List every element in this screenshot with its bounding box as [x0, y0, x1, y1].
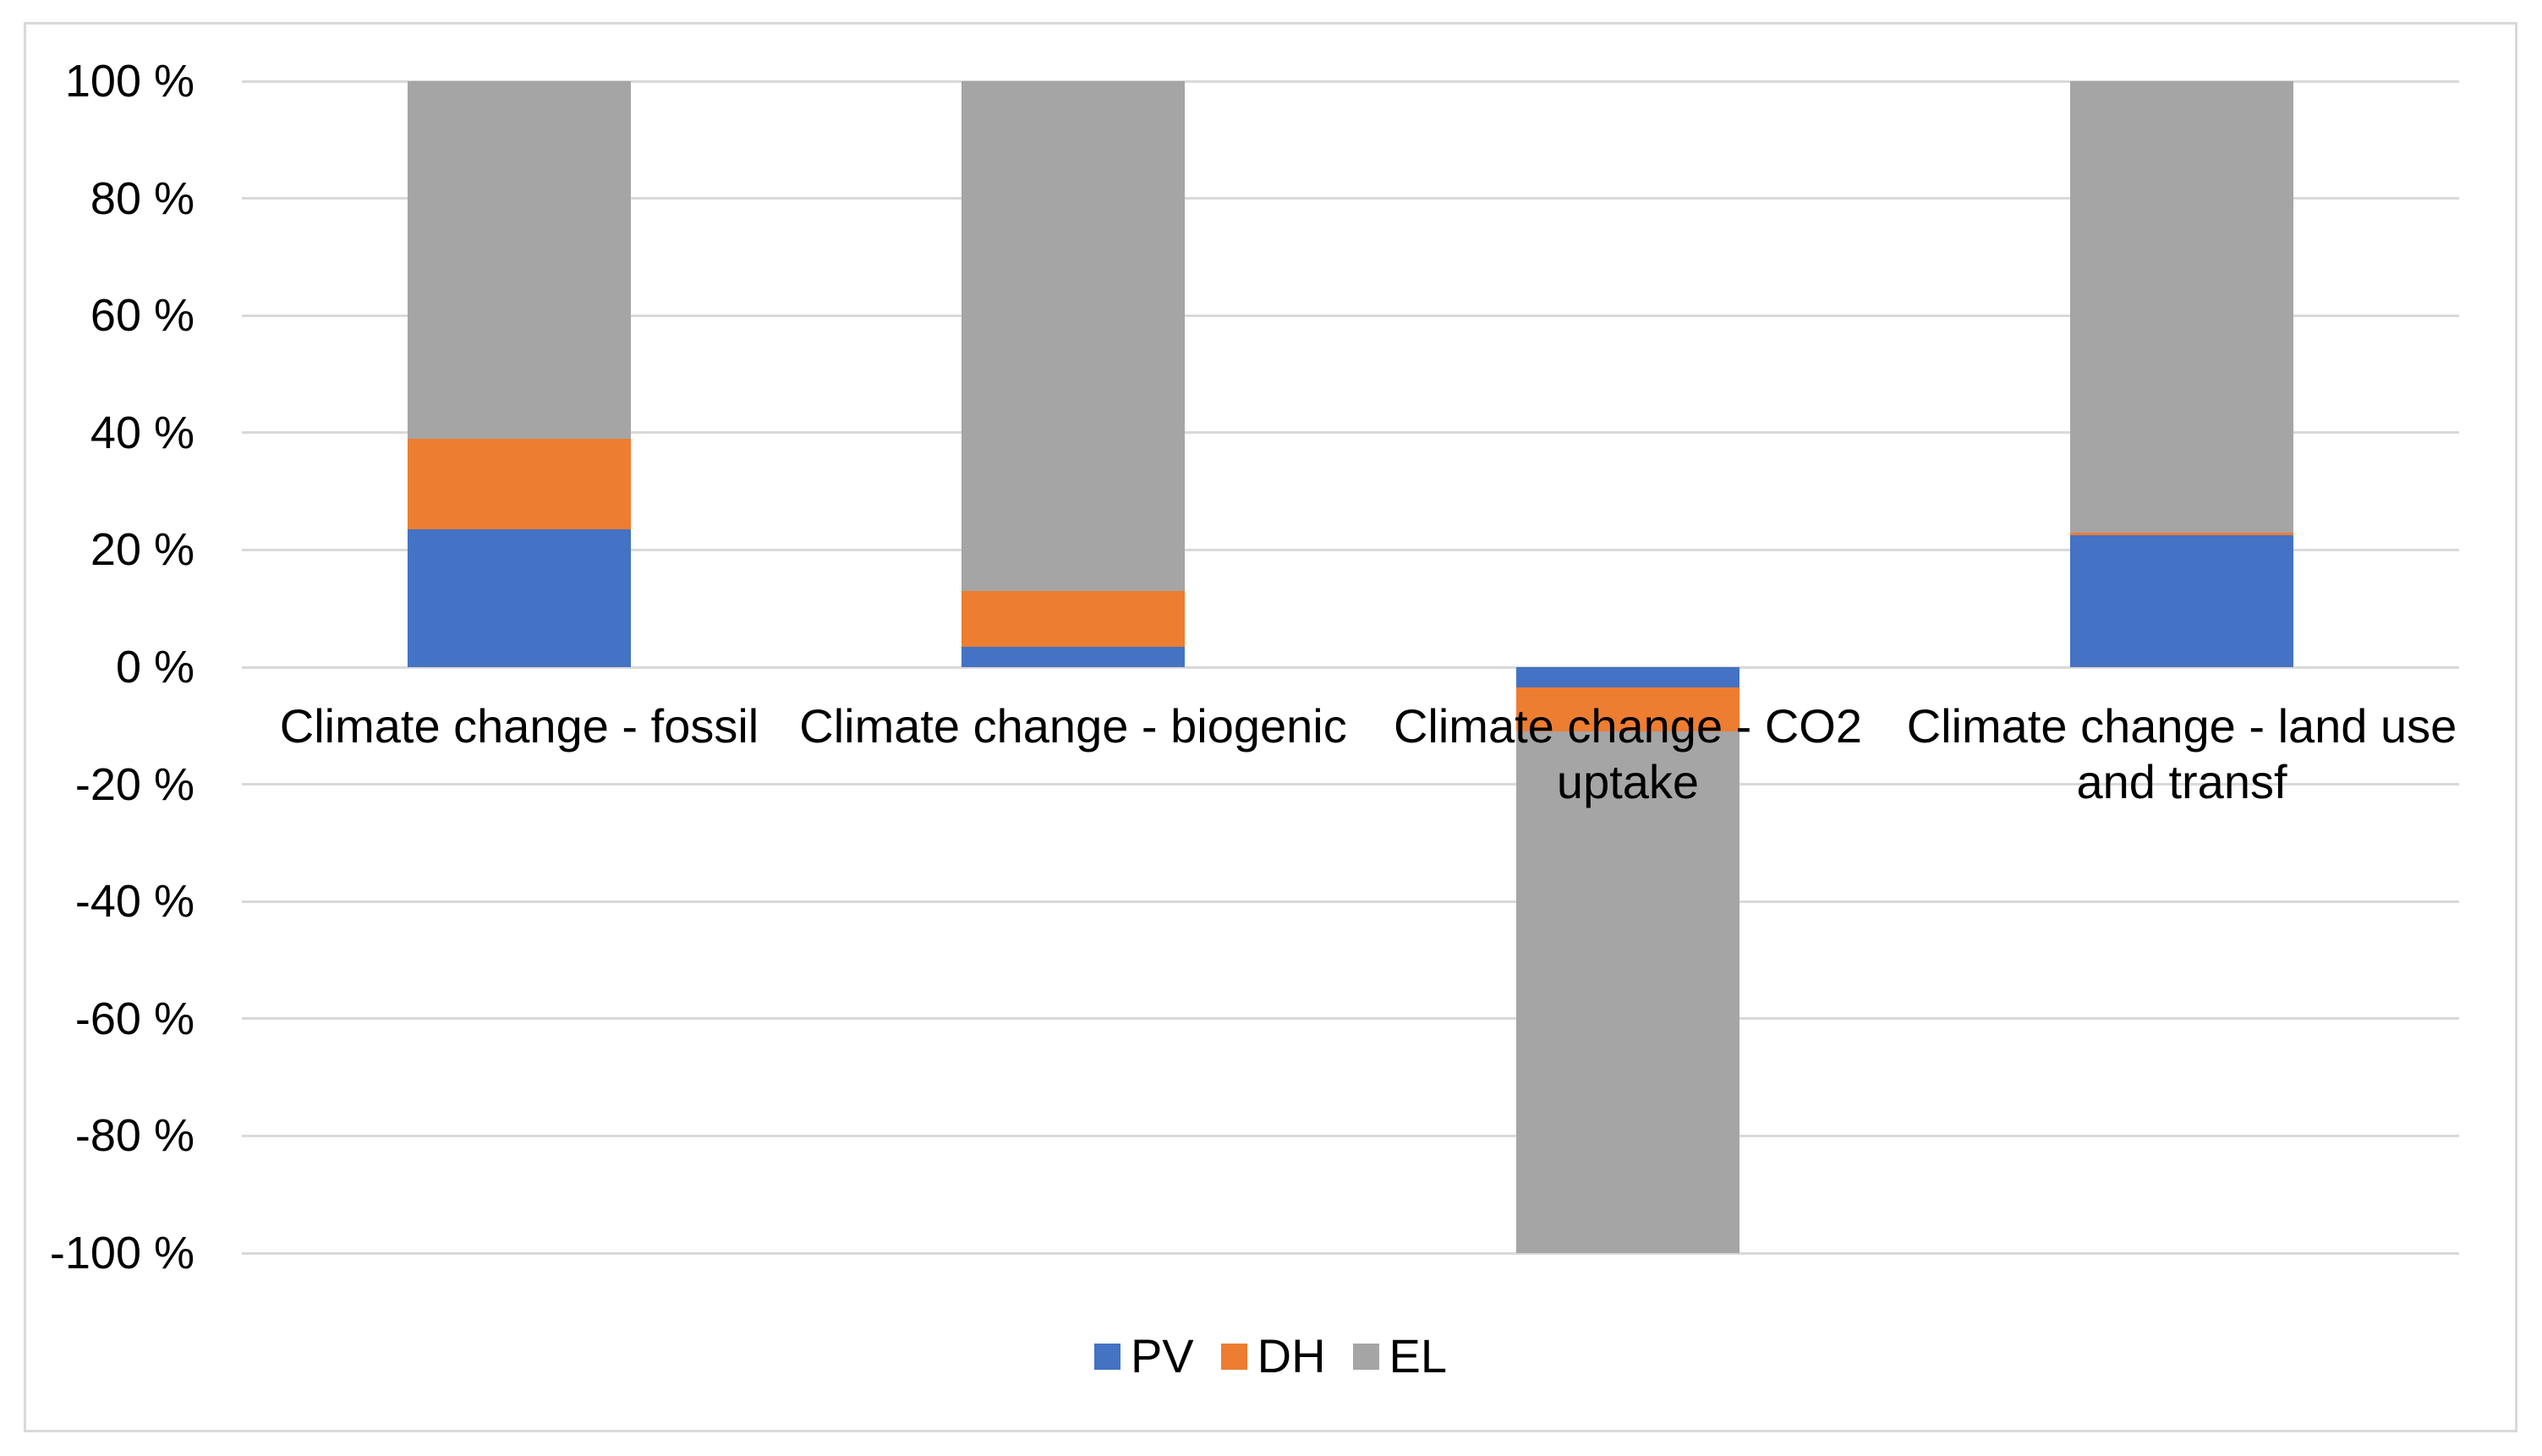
y-tick-label: -40 % [74, 876, 194, 927]
y-tick-label: -20 % [74, 759, 194, 810]
bar-segment-el-2 [1516, 731, 1739, 1253]
y-tick-label: -60 % [74, 993, 194, 1044]
gridline--80% [242, 1135, 2459, 1137]
legend-label: EL [1389, 1329, 1448, 1382]
gridline--60% [242, 1017, 2459, 1020]
gridline--100% [242, 1252, 2459, 1255]
bar-segment-dh-2 [1516, 687, 1739, 731]
gridline-100% [242, 80, 2459, 83]
category-label-2: Climate change - CO2 uptake [1340, 698, 1915, 810]
gridline--40% [242, 900, 2459, 903]
legend-swatch-pv [1093, 1343, 1120, 1370]
gridline-0% [242, 666, 2459, 669]
bar-segment-dh-1 [961, 591, 1185, 647]
legend-swatch-el [1352, 1343, 1379, 1370]
bar-segment-el-0 [408, 81, 631, 439]
gridline-80% [242, 197, 2459, 200]
bar-segment-pv-3 [2070, 535, 2293, 667]
bar-segment-el-3 [2070, 81, 2293, 533]
legend-item-pv: PV [1093, 1329, 1194, 1382]
category-label-1: Climate change - biogenic [786, 698, 1361, 754]
category-label-line: and transf [2076, 755, 2287, 808]
bar-segment-pv-2 [1516, 667, 1739, 687]
legend-label: PV [1130, 1329, 1194, 1382]
gridline-20% [242, 549, 2459, 551]
y-tick-label: 40 % [90, 408, 194, 458]
category-label-line: Climate change - fossil [279, 699, 759, 753]
bar-segment-el-1 [961, 81, 1185, 591]
legend-swatch-dh [1220, 1343, 1247, 1370]
y-tick-label: 20 % [90, 524, 194, 575]
legend-item-dh: DH [1220, 1329, 1326, 1382]
gridline-60% [242, 315, 2459, 317]
legend-label: DH [1257, 1329, 1326, 1382]
y-tick-label: 60 % [90, 290, 194, 341]
y-tick-label: -80 % [74, 1110, 194, 1161]
y-tick-label: 80 % [90, 173, 194, 224]
category-label-3: Climate change - land use and transf [1894, 698, 2469, 810]
category-label-line: Climate change - land use [1906, 699, 2457, 753]
y-tick-label: 0 % [115, 642, 194, 692]
legend: PV DH EL [24, 1329, 2517, 1382]
category-label-line: Climate change - CO2 [1393, 699, 1862, 753]
bar-segment-dh-3 [2070, 533, 2293, 535]
bar-segment-pv-1 [961, 647, 1185, 667]
gridline-40% [242, 431, 2459, 434]
y-tick-label: -100 % [49, 1228, 194, 1278]
category-label-line: Climate change - biogenic [799, 699, 1347, 753]
y-tick-label: 100 % [64, 56, 194, 107]
legend-item-el: EL [1352, 1329, 1448, 1382]
bar-segment-dh-0 [408, 439, 631, 529]
category-label-0: Climate change - fossil [232, 698, 807, 754]
bar-segment-pv-0 [408, 529, 631, 667]
category-label-line: uptake [1556, 755, 1700, 808]
gridline--20% [242, 783, 2459, 785]
